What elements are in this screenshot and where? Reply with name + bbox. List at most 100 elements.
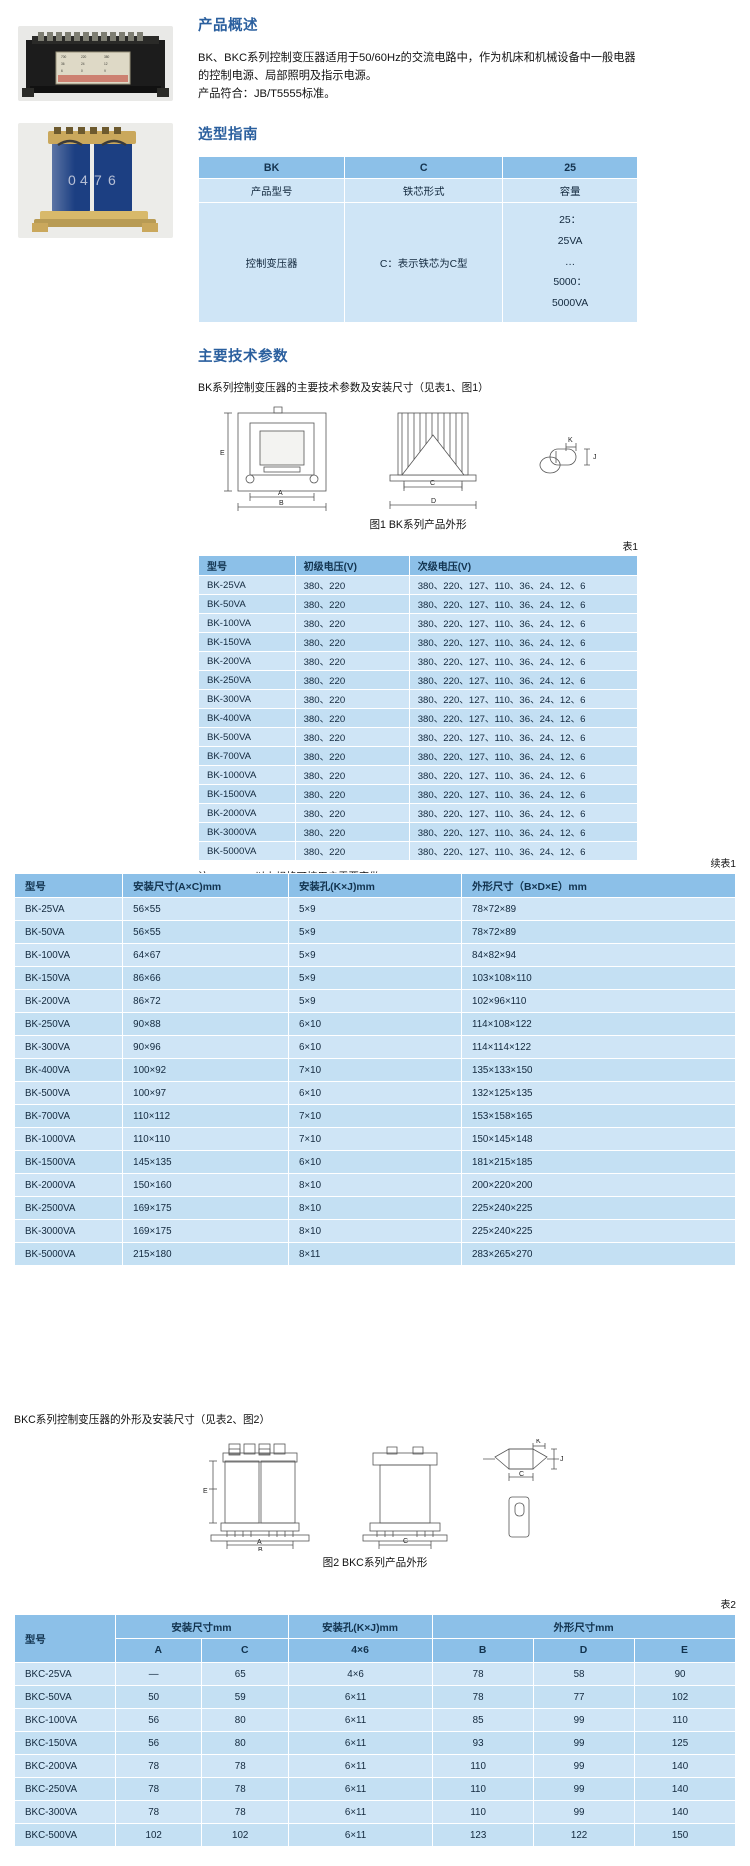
cell-value: 215×180 [122, 1242, 289, 1266]
table-row: BKC-250VA 78 78 6×11 110 99 140 [14, 1777, 736, 1801]
cell-value: 100×92 [122, 1058, 289, 1082]
cell-value: 93 [432, 1731, 535, 1755]
cell-value: 132×125×135 [461, 1081, 736, 1105]
cell-model: BK-300VA [198, 689, 296, 710]
cell-value: 80 [201, 1708, 289, 1732]
figure-2-caption: 图2 BKC系列产品外形 [322, 1557, 428, 1569]
cell-value: 225×240×225 [461, 1196, 736, 1220]
capacity-line-2: 25VA [557, 235, 583, 247]
cell-value: 56 [114, 1731, 203, 1755]
table-row: BKC-50VA 50 59 6×11 78 77 102 [14, 1685, 736, 1709]
svg-text:C: C [430, 480, 435, 487]
table-row: BK-400VA 100×92 7×10 135×133×150 [13, 1058, 736, 1082]
cell-value: 6×10 [287, 1150, 463, 1174]
selection-subheader-capacity: 容量 [502, 178, 638, 204]
section-title-params: 主要技术参数 [198, 349, 288, 366]
cell-value: 380、220、127、110、36、24、12、6 [408, 765, 639, 786]
table-row: BK-1000VA 110×110 7×10 150×145×148 [13, 1127, 736, 1151]
cell-value: 56×55 [122, 920, 289, 944]
cell-value: 380、220 [294, 708, 410, 729]
table1-continued-wrap: 续表1 型号 安装尺寸(A×C)mm 安装孔(K×J)mm 外形尺寸（B×D×E… [13, 855, 736, 1266]
cell-value: 58 [533, 1662, 636, 1686]
table1-header-model: 型号 [198, 555, 296, 577]
cell-value: 100×97 [122, 1081, 289, 1105]
cell-value: 380、220、127、110、36、24、12、6 [408, 632, 639, 653]
cell-value: 380、220、127、110、36、24、12、6 [408, 803, 639, 824]
cell-value: 78 [201, 1800, 289, 1824]
cell-model: BK-3000VA [198, 822, 296, 843]
cell-value: 5×9 [287, 989, 463, 1013]
cell-value: 150×145×148 [461, 1127, 736, 1151]
cell-value: 380、220、127、110、36、24、12、6 [408, 708, 639, 729]
table-row: BK-5000VA 380、220 380、220、127、110、36、24、12… [198, 841, 639, 862]
table2-header-mount: 安装尺寸mm [114, 1614, 289, 1639]
cell-value: 99 [533, 1754, 636, 1778]
cell-value: 5×9 [287, 943, 463, 967]
overview-paragraph-1: BK、BKC系列控制变压器适用于50/60Hz的交流电路中，作为机床和机械设备中… [198, 52, 636, 83]
table2-group-header-row: 型号 安装尺寸mm 安装孔(K×J)mm 外形尺寸mm [14, 1614, 736, 1663]
table-1-continued-dimensions: 型号 安装尺寸(A×C)mm 安装孔(K×J)mm 外形尺寸（B×D×E）mm … [13, 873, 736, 1266]
table1cont-header-overall: 外形尺寸（B×D×E）mm [461, 873, 736, 898]
table1-header-secondary: 次级电压(V) [408, 555, 639, 577]
cell-model: BK-400VA [198, 708, 296, 729]
product-photo-bk: 700 220 380 36 24 12 6 0 V [18, 26, 173, 101]
cell-value: 110 [432, 1777, 535, 1801]
table1cont-body: BK-25VA 56×55 5×9 78×72×89 BK-50VA 56×55 5×9 78… [13, 897, 736, 1266]
bkc-section: BKC系列控制变压器的外形及安装尺寸（见表2、图2） [14, 1412, 736, 1570]
selection-value-core: C：表示铁芯为C型 [344, 202, 504, 324]
cell-value: 380、220、127、110、36、24、12、6 [408, 746, 639, 767]
cell-value: 7×10 [287, 1104, 463, 1128]
cell-value: 78 [114, 1754, 203, 1778]
svg-text:K: K [536, 1439, 541, 1445]
table-row: BK-300VA 90×96 6×10 114×114×122 [13, 1035, 736, 1059]
table1cont-header-row: 型号 安装尺寸(A×C)mm 安装孔(K×J)mm 外形尺寸（B×D×E）mm [13, 873, 736, 898]
cell-value: 99 [533, 1777, 636, 1801]
cell-value: 380、220、127、110、36、24、12、6 [408, 651, 639, 672]
cell-value: 114×114×122 [461, 1035, 736, 1059]
cell-model: BK-25VA [13, 897, 124, 921]
table-row: BK-50VA 380、220 380、220、127、110、36、24、12、6 [198, 594, 639, 615]
cell-value: 380、220 [294, 689, 410, 710]
table-row: BK-250VA 90×88 6×10 114×108×122 [13, 1012, 736, 1036]
selection-header-25: 25 [502, 156, 638, 180]
cell-value: 102 [201, 1823, 289, 1847]
svg-text:4: 4 [80, 172, 88, 188]
cell-value: 110×110 [122, 1127, 289, 1151]
capacity-line-4: 5000： [553, 277, 587, 289]
selection-value-capacity: 25： 25VA … 5000： 5000VA [502, 202, 638, 324]
table-row: BKC-25VA —65 4×6 78 58 90 [14, 1662, 736, 1686]
cell-value: 125 [634, 1731, 736, 1755]
cell-value: 150 [634, 1823, 736, 1847]
cell-value: 5×9 [287, 897, 463, 921]
cell-value: 90×96 [122, 1035, 289, 1059]
overview-paragraph-2: 产品符合：JB/T5555标准。 [198, 88, 336, 101]
table-row: BK-3000VA 380、220 380、220、127、110、36、24、12… [198, 822, 639, 843]
cell-value: 380、220 [294, 651, 410, 672]
cell-value: 99 [533, 1708, 636, 1732]
cell-value: 90 [634, 1662, 736, 1686]
cell-value: 380、220、127、110、36、24、12、6 [408, 822, 639, 843]
cell-model: BK-1500VA [198, 784, 296, 805]
cell-value: 6×11 [287, 1731, 434, 1755]
cell-value: — [114, 1662, 203, 1686]
cell-value: 140 [634, 1777, 736, 1801]
svg-text:B: B [258, 1547, 263, 1551]
cell-value: 4×6 [287, 1662, 434, 1686]
cell-value: 380、220 [294, 575, 410, 596]
cell-model: BK-200VA [198, 651, 296, 672]
cell-model: BK-2000VA [198, 803, 296, 824]
table-row: BK-200VA 86×72 5×9 102×96×110 [13, 989, 736, 1013]
cell-value: 225×240×225 [461, 1219, 736, 1243]
cell-value: 150×160 [122, 1173, 289, 1197]
table-2-bkc-dimensions: 型号 安装尺寸mm 安装孔(K×J)mm 外形尺寸mm A C 4×6 B D … [14, 1614, 736, 1847]
table-row: BK-50VA 56×55 5×9 78×72×89 [13, 920, 736, 944]
cell-value: 78×72×89 [461, 897, 736, 921]
cell-model: BK-1000VA [13, 1127, 124, 1151]
svg-text:J: J [593, 454, 597, 461]
svg-text:K: K [568, 437, 573, 444]
cell-model: BK-250VA [13, 1012, 124, 1036]
table-row: BK-400VA 380、220 380、220、127、110、36、24、12、… [198, 708, 639, 729]
cell-value: 153×158×165 [461, 1104, 736, 1128]
table1-label: 表1 [622, 542, 638, 554]
